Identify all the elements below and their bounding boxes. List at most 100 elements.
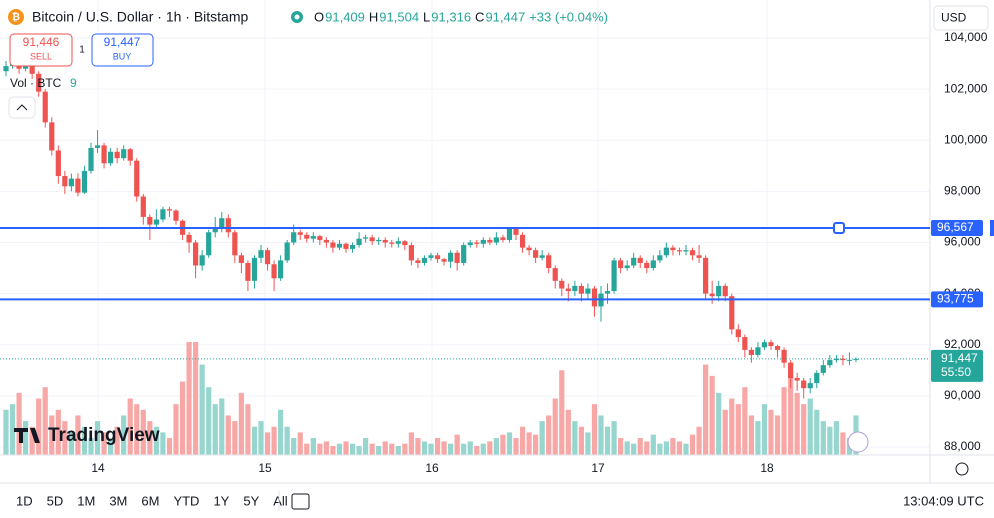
- volume-bar: [709, 375, 715, 455]
- volume-bar: [49, 415, 55, 455]
- candle-body: [330, 242, 336, 248]
- volume-bar: [225, 415, 231, 455]
- candle-body: [206, 232, 212, 256]
- quantity[interactable]: 1: [79, 45, 85, 56]
- volume-bar: [134, 404, 140, 455]
- volume-bar: [676, 441, 683, 455]
- volume-bar: [193, 342, 199, 455]
- range-button[interactable]: 1Y: [213, 493, 229, 508]
- last-price-label: 91,447: [941, 351, 978, 365]
- candle-body: [258, 250, 264, 258]
- volume-bar: [304, 443, 310, 455]
- volume-bar: [317, 443, 323, 455]
- volume-bar: [454, 434, 460, 455]
- candle-body: [271, 264, 277, 279]
- candle-body: [36, 73, 42, 92]
- range-button[interactable]: 5D: [47, 493, 64, 508]
- volume-bar: [604, 426, 611, 455]
- currency[interactable]: USD: [941, 11, 967, 25]
- candle-body: [408, 245, 414, 261]
- candle-body: [251, 257, 258, 281]
- volume-bar: [774, 415, 781, 455]
- coin-icon: [8, 9, 24, 25]
- buy-button[interactable]: [91, 33, 154, 67]
- y-tick-label: 102,000: [944, 81, 988, 95]
- candle-body: [140, 196, 146, 217]
- calendar-icon[interactable]: [291, 493, 310, 510]
- volume-bar: [127, 398, 133, 455]
- candle-body: [245, 262, 251, 281]
- volume-bar: [428, 443, 434, 455]
- assistant-icon[interactable]: [847, 431, 869, 453]
- volume-bar: [75, 415, 81, 455]
- ohlc-legend: O 91,409 H 91,504 L 91,316 C 91,447 +33 (+0.04%): [314, 9, 608, 24]
- range-button[interactable]: 3M: [109, 493, 127, 508]
- volume-bar: [245, 404, 251, 455]
- candle-body: [729, 296, 735, 330]
- candle-body: [297, 232, 303, 235]
- volume-legend: Vol · BTC: [10, 76, 62, 90]
- volume-bar: [291, 438, 297, 455]
- candle-body: [676, 250, 683, 252]
- candle-body: [75, 178, 81, 193]
- collapse-button[interactable]: [8, 96, 36, 119]
- range-button[interactable]: 6M: [141, 493, 159, 508]
- candle-body: [29, 59, 35, 74]
- candle-body: [624, 265, 630, 269]
- candle-body: [349, 245, 356, 249]
- volume-bar: [761, 404, 768, 455]
- candle-body: [546, 255, 552, 269]
- candle-body: [703, 257, 709, 294]
- volume-bar: [526, 432, 532, 455]
- ohlc-key: C: [475, 9, 484, 24]
- range-button[interactable]: 1M: [77, 493, 95, 508]
- buy-label[interactable]: BUY: [113, 51, 132, 61]
- candle-body: [127, 149, 133, 161]
- volume-bar: [330, 445, 336, 455]
- volume-bar: [611, 421, 617, 455]
- candle-body: [323, 239, 329, 243]
- range-button[interactable]: All: [273, 493, 288, 508]
- volume-bar: [81, 426, 88, 455]
- horizontal-line-box: [931, 220, 983, 237]
- volume-bar: [552, 398, 558, 455]
- volume-bar: [663, 441, 669, 455]
- candle-body: [552, 268, 558, 281]
- candle-body: [474, 242, 480, 244]
- volume-bar: [356, 445, 362, 455]
- volume-bar: [186, 342, 192, 455]
- range-button[interactable]: 1D: [16, 493, 33, 508]
- candle-body: [343, 243, 349, 249]
- volume-bar: [441, 441, 447, 455]
- volume-bar: [696, 426, 702, 455]
- volume-bar: [683, 443, 689, 455]
- candle-body: [68, 178, 74, 187]
- x-tick-label: 14: [91, 461, 105, 475]
- volume-bar: [29, 426, 35, 455]
- currency-button[interactable]: [933, 5, 989, 31]
- candle-body: [572, 285, 578, 292]
- candle-body: [650, 260, 656, 269]
- candle-body: [448, 252, 454, 262]
- candle-body: [291, 232, 297, 243]
- y-tick-label: 104,000: [944, 30, 988, 44]
- candle-body: [585, 288, 591, 294]
- sell-button[interactable]: [9, 33, 73, 67]
- range-button[interactable]: 5Y: [243, 493, 259, 508]
- candle-body: [526, 247, 532, 251]
- candle-body: [317, 236, 323, 240]
- clock: 13:04:09 UTC: [903, 493, 984, 508]
- volume-bar: [408, 432, 414, 455]
- candle-body: [42, 91, 48, 123]
- buy-price[interactable]: 91,447: [104, 35, 141, 49]
- settings-icon[interactable]: [955, 462, 969, 476]
- volume-bar: [310, 438, 316, 455]
- sell-label[interactable]: SELL: [30, 51, 52, 61]
- volume-bar: [618, 438, 624, 455]
- volume-bar: [147, 421, 153, 455]
- candle-body: [94, 145, 101, 148]
- range-button[interactable]: YTD: [173, 493, 199, 508]
- volume-bar: [644, 441, 650, 455]
- sell-price[interactable]: 91,446: [23, 35, 60, 49]
